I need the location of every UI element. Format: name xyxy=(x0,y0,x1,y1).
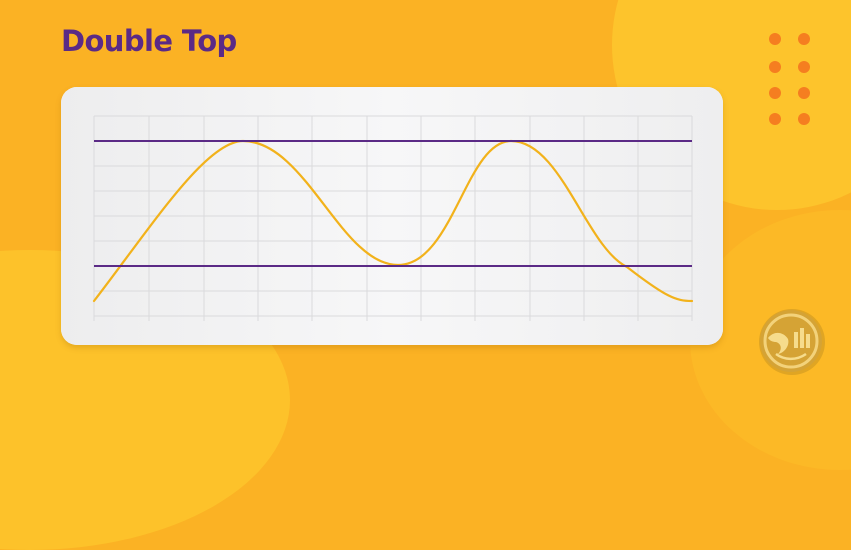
page-title: Double Top xyxy=(61,24,237,58)
bull-chart-logo-icon xyxy=(759,309,825,375)
dot-grid-icon xyxy=(766,30,816,130)
price-curve xyxy=(92,139,694,303)
double-top-diagram xyxy=(61,87,723,345)
chart-card xyxy=(61,87,723,345)
